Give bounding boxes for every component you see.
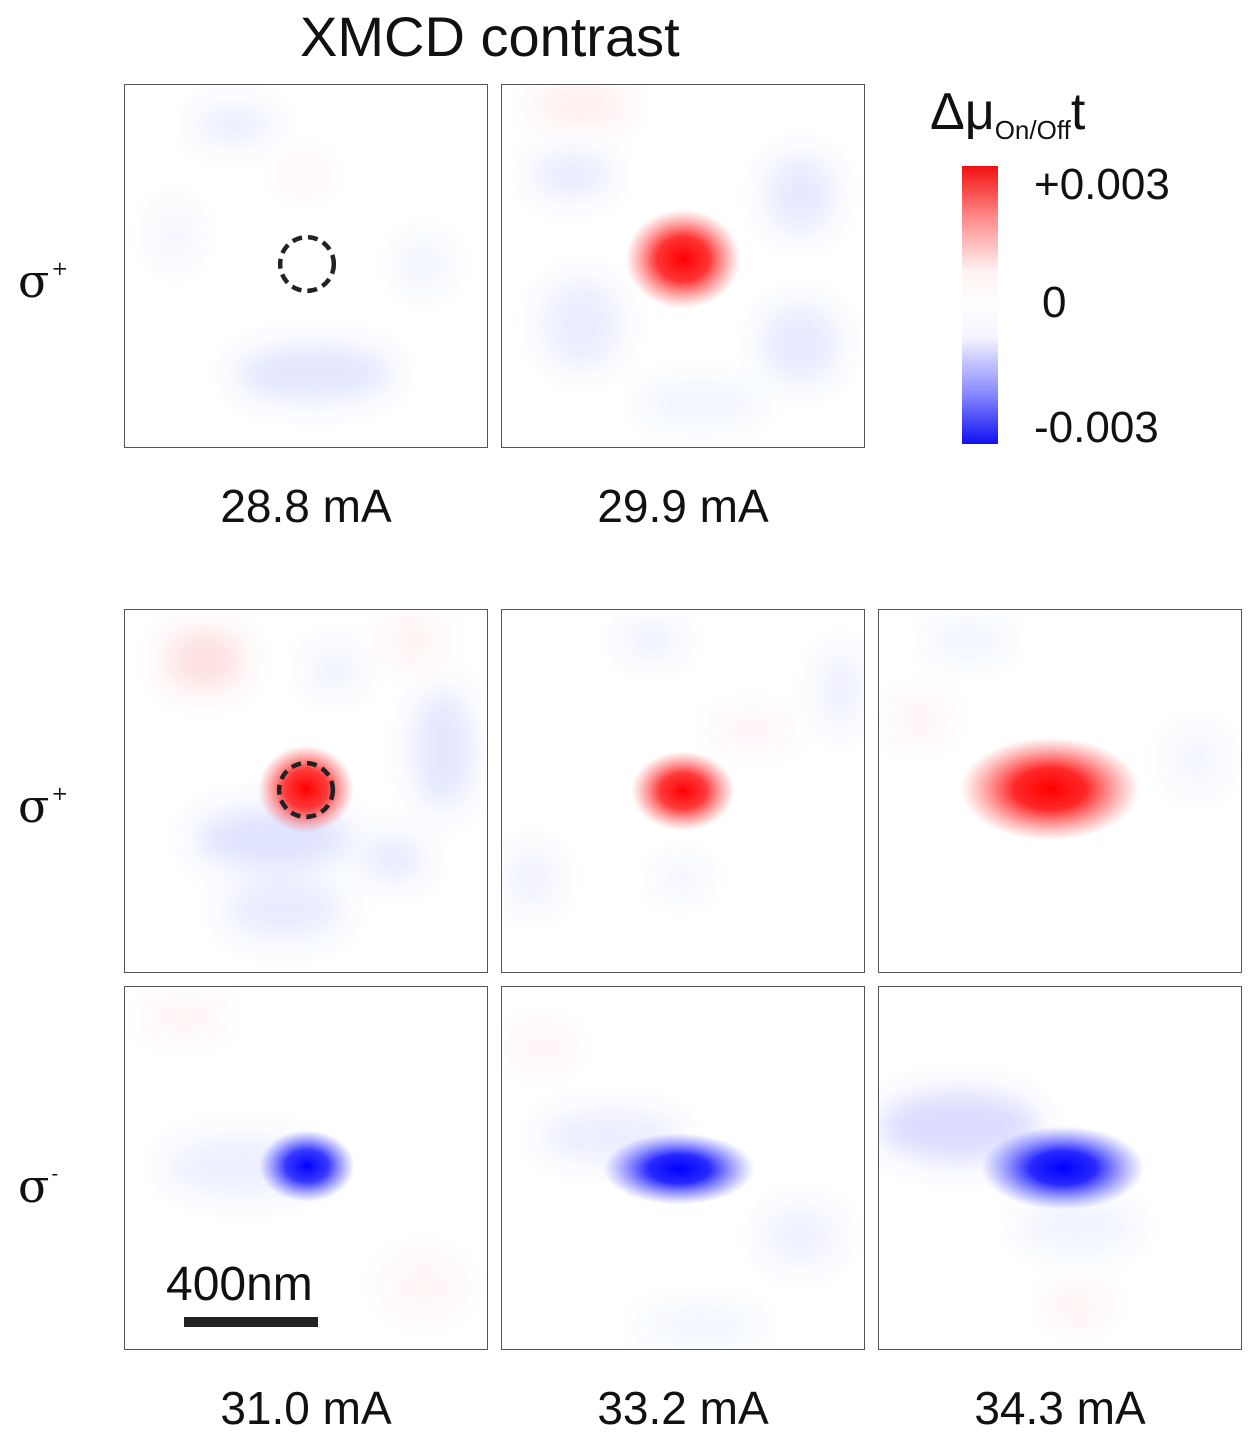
xmcd-panel-34-3ma-minus — [878, 986, 1242, 1350]
blue-spot — [981, 1126, 1145, 1210]
xmcd-panel-28-8ma — [124, 84, 488, 448]
current-label-28-8ma: 28.8 mA — [220, 480, 392, 532]
current-label-31-0ma: 31.0 mA — [220, 1382, 392, 1434]
xmcd-panel-31-0ma-minus — [124, 986, 488, 1350]
dashed-circle-marker — [276, 760, 336, 820]
xmcd-panel-31-0ma-plus — [124, 609, 488, 973]
red-spot — [631, 751, 735, 831]
current-label-34-3ma: 34.3 mA — [974, 1382, 1146, 1434]
scale-bar — [184, 1317, 318, 1327]
row-label-sigma-plus-middle: σ + — [18, 779, 69, 833]
blue-spot — [259, 1130, 355, 1202]
xmcd-panel-33-2ma-plus — [501, 609, 865, 973]
colorbar — [962, 166, 998, 444]
current-label-29-9ma: 29.9 mA — [597, 480, 769, 532]
colorbar-tick-zero: 0 — [1042, 278, 1067, 327]
colorbar-tick-min: -0.003 — [1034, 403, 1159, 452]
dashed-circle-marker — [277, 234, 337, 294]
colorbar-tick-max: +0.003 — [1034, 160, 1170, 209]
current-label-33-2ma: 33.2 mA — [597, 1382, 769, 1434]
red-spot — [258, 745, 354, 833]
row-label-sigma-minus: σ- — [18, 1159, 59, 1213]
colorbar-title: ΔμOn/Offt — [930, 83, 1086, 145]
red-spot — [960, 737, 1140, 841]
xmcd-panel-34-3ma-plus — [878, 609, 1242, 973]
blue-spot — [603, 1133, 755, 1205]
scale-bar-label: 400nm — [166, 1258, 313, 1311]
red-spot — [625, 209, 741, 309]
xmcd-panel-33-2ma-minus — [501, 986, 865, 1350]
row-label-sigma-plus-top: σ + — [18, 254, 69, 308]
figure-title: XMCD contrast — [300, 5, 680, 68]
xmcd-panel-29-9ma — [501, 84, 865, 448]
